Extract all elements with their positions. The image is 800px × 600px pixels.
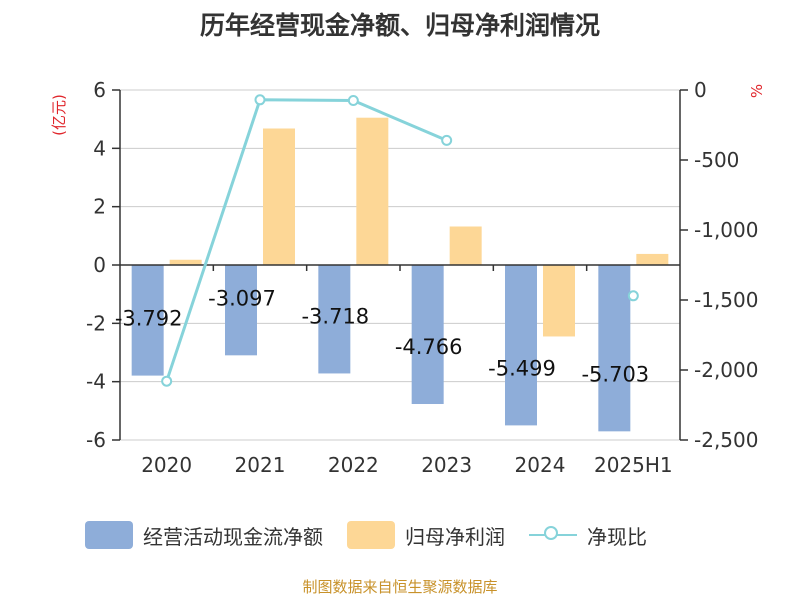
line-layer <box>161 94 639 387</box>
bar-cash <box>598 265 631 432</box>
labels-layer: 2020 2021 2022 2023 2024 2025H1 -3.792 -3.097 -3… <box>115 286 673 477</box>
legend-item-profit[interactable]: 归母净利润 <box>347 521 505 550</box>
x-tick-label: 2021 <box>235 453 286 477</box>
bar-profit <box>356 117 389 265</box>
y-left-tick-label: 4 <box>93 136 106 160</box>
axes-layer: 6 4 2 0 -2 -4 -6 0 -500 -1,000 -1,500 -2,000 -2,500 (… <box>50 78 766 452</box>
data-label-cash: -3.718 <box>301 304 369 328</box>
legend-item-cash[interactable]: 经营活动现金流净额 <box>85 521 323 550</box>
legend-swatch-cash <box>85 521 133 549</box>
y-left-tick-label: 2 <box>93 195 106 219</box>
bars-layer <box>131 117 669 432</box>
bar-cash <box>505 265 537 426</box>
data-label-cash: -3.097 <box>208 286 276 310</box>
data-label-cash: -4.766 <box>395 335 463 359</box>
bar-profit <box>449 226 482 265</box>
bar-cash <box>318 265 351 374</box>
y-right-tick-label: -500 <box>694 148 739 172</box>
y-left-axis-label: (亿元) <box>50 94 68 136</box>
ratio-point <box>627 290 639 302</box>
data-label-cash: -5.499 <box>488 356 556 380</box>
bar-cash <box>411 265 444 405</box>
bar-profit <box>263 128 295 265</box>
y-right-tick-label: -2,000 <box>694 358 758 382</box>
x-tick-label: 2023 <box>421 453 472 477</box>
legend-swatch-ratio <box>529 521 577 549</box>
x-tick-label: 2020 <box>141 453 192 477</box>
legend-label-profit: 归母净利润 <box>405 524 505 549</box>
y-left-tick-label: -2 <box>86 311 106 335</box>
y-left-tick-label: -6 <box>86 428 106 452</box>
y-left-tick-label: 6 <box>93 78 106 102</box>
legend-swatch-profit <box>347 521 395 549</box>
ratio-point <box>347 95 359 106</box>
legend-label-ratio: 净现比 <box>587 524 647 549</box>
data-label-cash: -5.703 <box>581 362 649 386</box>
data-label-cash: -3.792 <box>115 307 183 331</box>
chart-source: 制图数据来自恒生聚源数据库 <box>302 578 498 596</box>
bar-cash <box>225 265 257 356</box>
bar-cash <box>131 265 164 376</box>
ratio-point <box>254 94 266 106</box>
bar-profit <box>169 259 202 265</box>
y-right-tick-label: -1,500 <box>694 288 758 312</box>
ratio-point <box>441 134 453 146</box>
x-tick-label: 2022 <box>328 453 379 477</box>
y-left-tick-label: 0 <box>93 253 106 277</box>
x-tick-label: 2024 <box>515 453 566 477</box>
ratio-line <box>165 98 448 382</box>
ratio-point <box>161 375 173 387</box>
bar-profit <box>543 265 575 337</box>
y-right-tick-label: -2,500 <box>694 428 758 452</box>
y-left-tick-label: -4 <box>86 370 106 394</box>
bar-profit <box>636 253 669 265</box>
grid-layer <box>120 89 680 441</box>
legend-label-cash: 经营活动现金流净额 <box>143 524 323 549</box>
x-tick-label: 2025H1 <box>594 453 673 477</box>
y-right-axis-label: % <box>748 84 766 98</box>
y-right-tick-label: -1,000 <box>694 218 758 242</box>
legend-item-ratio[interactable]: 净现比 <box>529 521 647 550</box>
y-right-tick-label: 0 <box>694 78 707 102</box>
chart-title: 历年经营现金净额、归母净利润情况 <box>199 11 600 40</box>
chart-legend: 经营活动现金流净额 归母净利润 净现比 <box>85 518 671 552</box>
